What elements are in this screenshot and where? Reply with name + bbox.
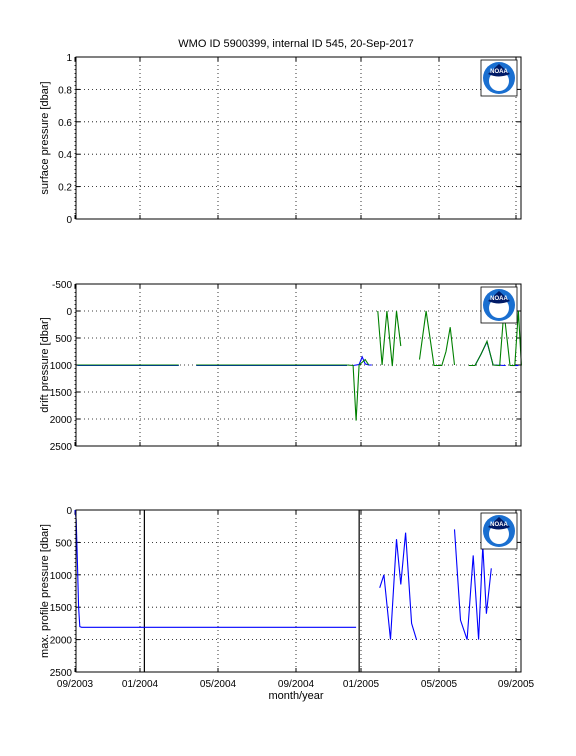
series-line xyxy=(418,310,456,367)
x-tick-label: 09/2005 xyxy=(498,679,535,690)
y-tick-label: 0 xyxy=(66,307,72,318)
logo-wave xyxy=(489,298,509,318)
logo-bird xyxy=(488,291,510,304)
y-tick-label: 500 xyxy=(55,334,72,345)
x-tick-label: 01/2004 xyxy=(122,679,159,690)
y-tick-label: 1 xyxy=(66,53,72,64)
plot-panel: -500 0 500 1000 1500 2000 2500 drift pressure [… xyxy=(39,280,522,453)
plot-area xyxy=(76,510,521,672)
plot-panel: 09/2003 01/2004 05/2004 09/2004 01/2005 05/20… xyxy=(39,506,535,690)
axes-frame xyxy=(75,509,522,673)
y-tick-label: 0.8 xyxy=(58,85,72,96)
series-line xyxy=(379,532,418,640)
series-line xyxy=(347,358,370,421)
x-tick-label: 05/2004 xyxy=(200,679,237,690)
x-tick-label: 05/2005 xyxy=(421,679,458,690)
y-tick-label: 1000 xyxy=(50,361,73,372)
noaa-logo: NOAA xyxy=(480,286,518,324)
y-tick-label: 0 xyxy=(66,506,72,517)
noaa-logo: NOAA xyxy=(480,59,518,97)
y-axis-label: surface pressure [dbar] xyxy=(39,81,51,194)
figure-title: WMO ID 5900399, internal ID 545, 20-Sep-… xyxy=(178,38,413,50)
y-tick-label: 2500 xyxy=(50,442,73,453)
axes-frame xyxy=(75,56,522,220)
logo-text: NOAA xyxy=(490,296,508,302)
x-tick-label: 09/2004 xyxy=(278,679,315,690)
y-axis-label: max. profile pressure [dbar] xyxy=(39,524,51,658)
plot-panel: 0 0.2 0.4 0.6 0.8 1 surface pressure [dbar] NOA… xyxy=(39,53,522,226)
y-tick-label: 1500 xyxy=(50,388,73,399)
noaa-logo: NOAA xyxy=(480,512,518,550)
x-tick-label: 01/2005 xyxy=(343,679,380,690)
logo-text: NOAA xyxy=(490,69,508,75)
y-tick-label: 0 xyxy=(66,215,72,226)
y-tick-label: 1500 xyxy=(50,603,73,614)
axes-frame xyxy=(75,283,522,447)
series-line xyxy=(377,310,402,367)
y-tick-label: 500 xyxy=(55,538,72,549)
y-tick-label: 2000 xyxy=(50,636,73,647)
x-axis-label: month/year xyxy=(268,690,323,702)
y-tick-label: 2000 xyxy=(50,415,73,426)
y-axis-label: drift pressure [dbar] xyxy=(39,317,51,412)
y-tick-label: 0.6 xyxy=(58,118,72,129)
logo-bird xyxy=(488,517,510,530)
logo-bird xyxy=(488,64,510,77)
logo-wave xyxy=(489,524,509,544)
y-tick-label: 2500 xyxy=(50,668,73,679)
y-tick-label: -500 xyxy=(52,280,72,291)
logo-text: NOAA xyxy=(490,522,508,528)
y-tick-label: 0.4 xyxy=(58,150,72,161)
plot-area xyxy=(76,57,521,219)
series-line xyxy=(453,529,492,640)
series-line xyxy=(468,310,522,367)
logo-wave xyxy=(489,71,509,91)
y-tick-label: 1000 xyxy=(50,571,73,582)
x-tick-label: 09/2003 xyxy=(57,679,94,690)
y-tick-label: 0.2 xyxy=(58,183,72,194)
